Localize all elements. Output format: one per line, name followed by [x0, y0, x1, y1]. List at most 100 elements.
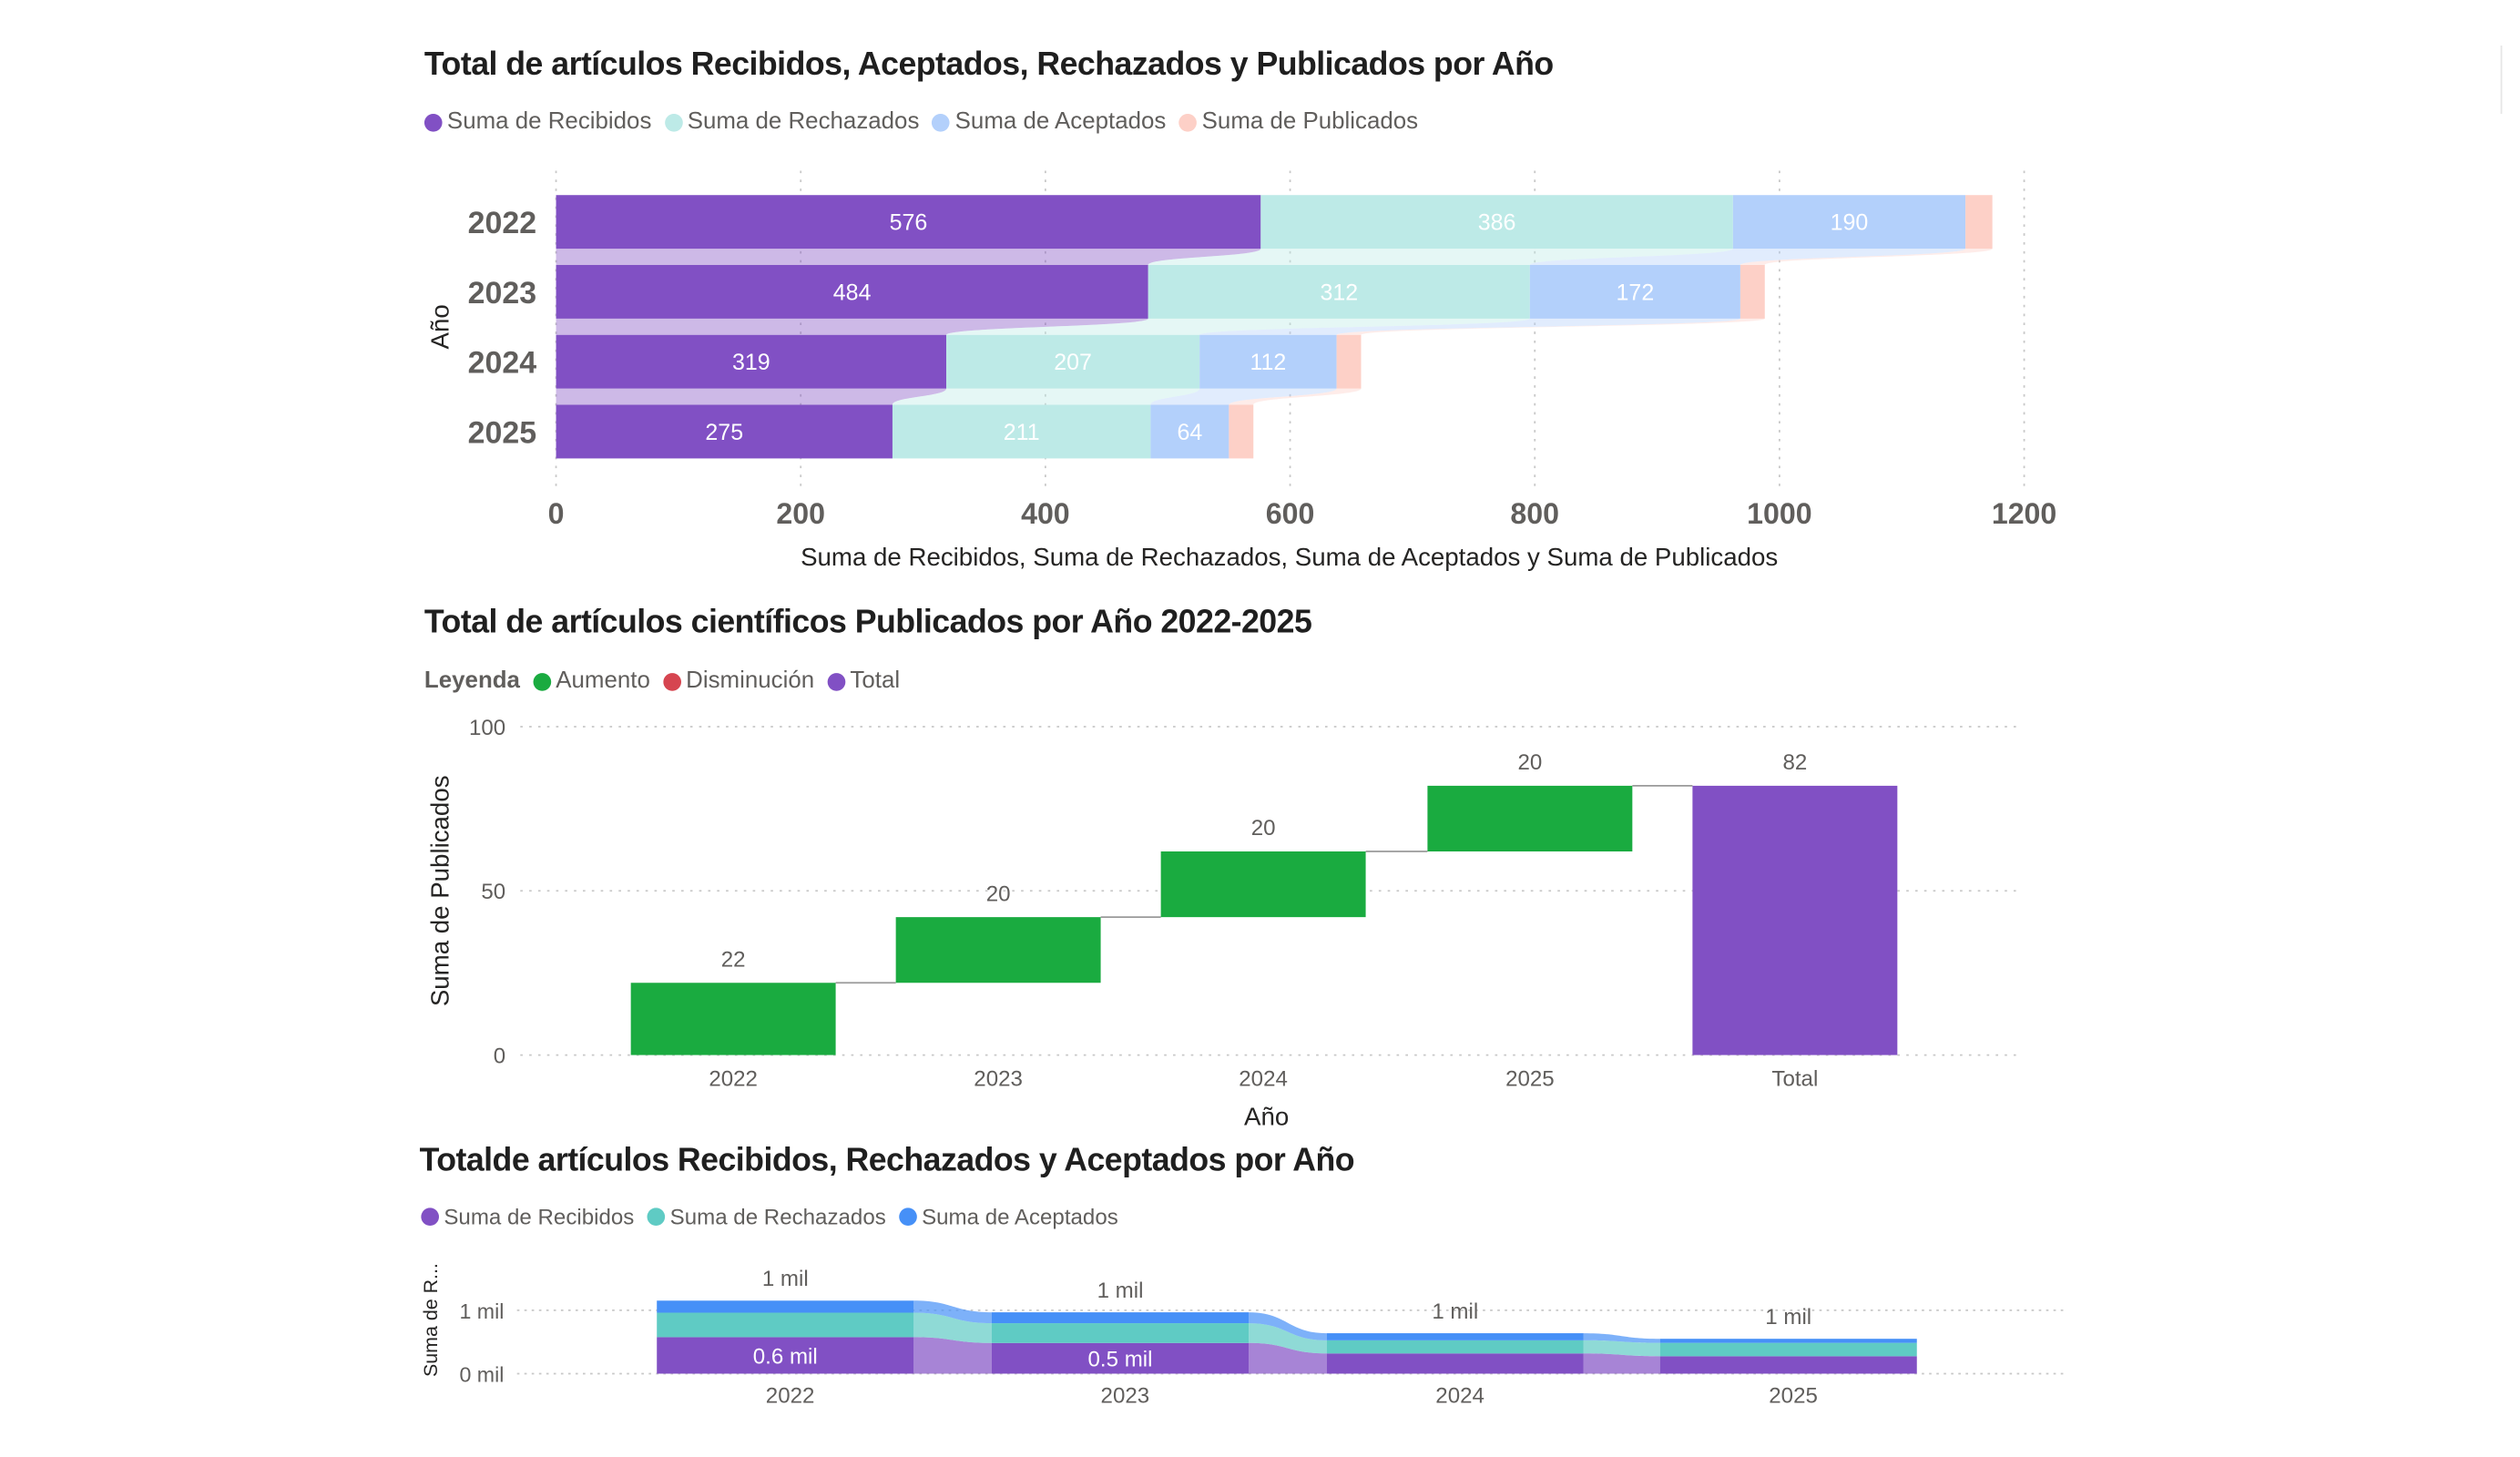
bar-increase — [630, 983, 836, 1055]
legend-dot-icon — [647, 1207, 666, 1227]
data-label: 20 — [1251, 816, 1276, 841]
data-label: 386 — [1478, 210, 1516, 236]
ribbon — [1583, 1340, 1660, 1357]
bar-increase — [1160, 851, 1366, 918]
data-label: 20 — [986, 881, 1011, 906]
ribbon — [1229, 388, 1362, 405]
y-tick-label: 2024 — [468, 346, 537, 381]
y-tick-label: 100 — [469, 716, 505, 740]
legend-dot-icon — [663, 672, 681, 690]
legend-dot-icon — [899, 1207, 917, 1227]
bar-suma-de-aceptados — [1150, 404, 1229, 459]
bar-suma-de-rechazados — [1326, 1340, 1584, 1354]
data-label: 190 — [1831, 210, 1869, 236]
ribbon — [1249, 1342, 1327, 1374]
ribbon — [946, 318, 1530, 335]
x-tick-label: 400 — [1021, 497, 1070, 530]
legend-item-recibidos[interactable]: Suma de Recibidos — [421, 1205, 634, 1229]
x-tick-label: 2025 — [1769, 1384, 1818, 1409]
bar-increase — [1427, 785, 1633, 852]
total-label: 1 mil — [762, 1267, 809, 1291]
x-tick-label: 2023 — [1101, 1384, 1150, 1409]
legend-item-rechazados[interactable]: Suma de Rechazados — [664, 108, 920, 136]
bar-suma-de-recibidos — [1326, 1353, 1584, 1374]
data-label: 20 — [1517, 750, 1542, 775]
chart1-title: Total de artículos Recibidos, Aceptados,… — [423, 46, 1554, 84]
legend-item-aceptados[interactable]: Suma de Aceptados — [932, 108, 1167, 136]
data-label: 22 — [721, 947, 746, 972]
data-label: 275 — [705, 420, 743, 445]
ribbon — [913, 1337, 992, 1374]
y-tick-label: 2022 — [468, 206, 536, 240]
ribbon — [1148, 249, 1733, 265]
data-label: 207 — [1054, 350, 1092, 375]
data-label: 82 — [1782, 750, 1807, 775]
bar-suma-de-rechazados — [892, 404, 1151, 459]
x-tick-label: 0 — [548, 497, 565, 530]
ribbon — [892, 388, 1200, 405]
data-label: 0.6 mil — [753, 1344, 818, 1369]
bar-total — [1692, 785, 1898, 1055]
legend-dot-icon — [827, 672, 846, 690]
ribbon — [1249, 1323, 1327, 1354]
legend-item-aceptados[interactable]: Suma de Aceptados — [899, 1205, 1118, 1229]
data-label: 576 — [890, 210, 928, 236]
bar-suma-de-recibidos — [1659, 1356, 1917, 1374]
bar-suma-de-aceptados — [1732, 195, 1966, 250]
bar-suma-de-rechazados — [946, 334, 1200, 389]
ribbon — [1336, 318, 1765, 335]
y-tick-label: 0 mil — [459, 1362, 504, 1386]
chart1-legend: Suma de Recibidos Suma de Rechazados Sum… — [423, 108, 1431, 136]
y-axis-title: Suma de Publicados — [426, 775, 454, 1006]
legend-item-total[interactable]: Total — [827, 668, 900, 694]
legend-label: Suma de Rechazados — [669, 1204, 886, 1229]
x-tick-label: 2022 — [766, 1384, 815, 1409]
bar-suma-de-rechazados — [657, 1312, 914, 1338]
ribbon — [1150, 388, 1337, 405]
chart3-title: Totalde artículos Recibidos, Rechazados … — [419, 1142, 1355, 1179]
legend-item-aumento[interactable]: Aumento — [533, 668, 650, 694]
bar-suma-de-recibidos — [657, 1337, 914, 1374]
x-tick-label: 2024 — [1435, 1384, 1484, 1409]
y-tick-label: 2023 — [468, 276, 536, 311]
bar-suma-de-rechazados — [991, 1323, 1250, 1343]
data-label: 64 — [1178, 420, 1203, 445]
x-tick-label: 2024 — [1239, 1067, 1288, 1092]
y-tick-label: 2025 — [468, 415, 536, 450]
bar-suma-de-publicados — [1965, 195, 1993, 250]
data-label: 0.5 mil — [1088, 1348, 1153, 1372]
y-tick-label: 1 mil — [459, 1299, 504, 1323]
chart2-title: Total de artículos científicos Publicado… — [423, 605, 1312, 641]
legend-item-disminucion[interactable]: Disminución — [663, 668, 814, 694]
total-label: 1 mil — [1097, 1279, 1144, 1303]
legend-item-publicados[interactable]: Suma de Publicados — [1178, 109, 1418, 135]
bar-suma-de-aceptados — [1326, 1333, 1584, 1340]
bar-suma-de-publicados — [1740, 264, 1765, 319]
data-label: 319 — [732, 350, 770, 375]
legend-dot-icon — [664, 113, 683, 131]
legend-title: Leyenda — [423, 667, 520, 695]
legend-label: Suma de Recibidos — [446, 108, 652, 136]
ribbon — [1199, 318, 1740, 335]
legend-item-recibidos[interactable]: Suma de Recibidos — [423, 108, 652, 136]
bar-suma-de-rechazados — [1659, 1342, 1917, 1357]
legend-item-rechazados[interactable]: Suma de Rechazados — [647, 1204, 886, 1229]
chart3-legend: Suma de Recibidos Suma de Rechazados Sum… — [421, 1205, 1131, 1229]
bar-suma-de-aceptados — [1659, 1339, 1917, 1343]
y-axis-title: Suma de R... — [420, 1263, 442, 1377]
bar-suma-de-rechazados — [1148, 264, 1530, 319]
bar-suma-de-recibidos — [556, 195, 1261, 250]
legend-label: Suma de Rechazados — [687, 108, 920, 136]
legend-dot-icon — [932, 113, 951, 131]
ribbon — [556, 388, 947, 405]
bar-suma-de-aceptados — [1199, 334, 1337, 389]
bar-suma-de-aceptados — [657, 1300, 914, 1313]
total-label: 1 mil — [1432, 1299, 1478, 1324]
legend-dot-icon — [1178, 113, 1198, 131]
total-label: 1 mil — [1765, 1305, 1811, 1330]
legend-label: Suma de Aceptados — [954, 108, 1167, 136]
ribbon — [1249, 1312, 1327, 1340]
x-axis-title: Suma de Recibidos, Suma de Rechazados, S… — [801, 543, 1778, 571]
x-tick-label: 200 — [776, 497, 825, 530]
